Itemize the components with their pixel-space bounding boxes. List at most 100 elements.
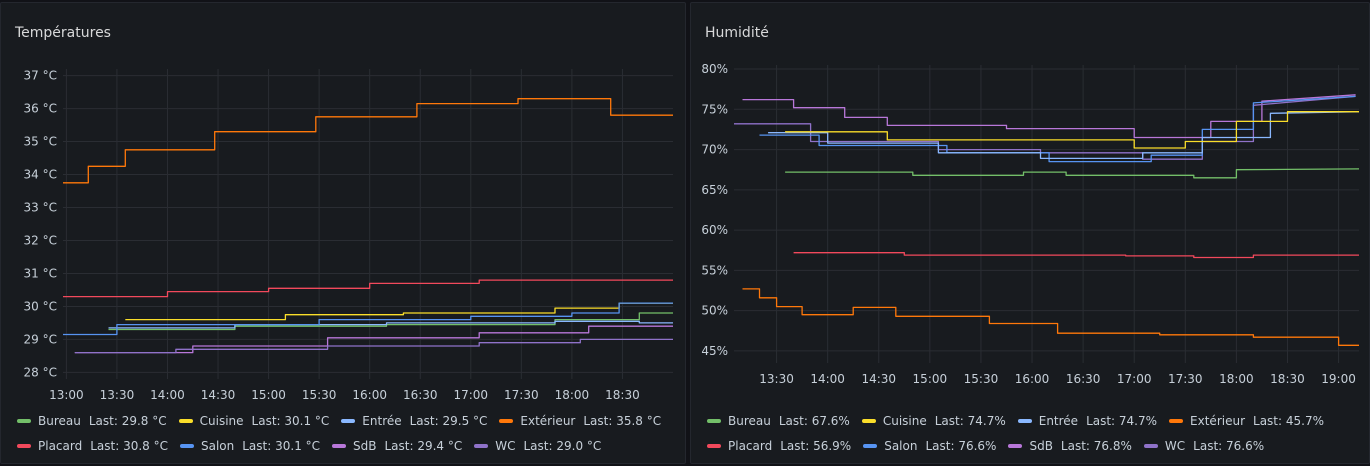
legend-series-name: SdB bbox=[1029, 439, 1053, 453]
legend-item[interactable]: WC Last: 29.0 °C bbox=[474, 439, 601, 453]
series-line-bureau bbox=[785, 168, 1360, 179]
series-line-cuisine bbox=[785, 111, 1359, 149]
legend-item[interactable]: Placard Last: 30.8 °C bbox=[17, 439, 168, 453]
legend-row: Bureau Last: 67.6% Cuisine Last: 74.7% Entré… bbox=[707, 412, 1336, 428]
legend-swatch bbox=[17, 444, 31, 448]
x-tick-label: 15:30 bbox=[964, 372, 999, 386]
series-line-salon bbox=[759, 95, 1356, 163]
legend-series-name: WC bbox=[1164, 439, 1186, 453]
legend-item[interactable]: Extérieur Last: 45.7% bbox=[1169, 414, 1324, 428]
legend-series-name: Salon bbox=[884, 439, 918, 453]
x-tick-label: 13:30 bbox=[100, 388, 135, 402]
legend-series-name: WC bbox=[495, 439, 516, 453]
x-tick-label: 16:00 bbox=[352, 388, 387, 402]
humidity-chart[interactable]: 45% 50% 55% 60% 65% 70% 75% 80% 13:30 14:00 14:30 1… bbox=[691, 3, 1370, 403]
panel-title: Humidité bbox=[705, 25, 769, 41]
x-tick-label: 17:00 bbox=[453, 388, 488, 402]
legend-last-value: Last: 30.1 °C bbox=[251, 414, 330, 428]
legend-last-value: Last: 67.6% bbox=[778, 414, 850, 428]
legend-series-name: Extérieur bbox=[520, 414, 576, 428]
legend-item[interactable]: Entrée Last: 29.5 °C bbox=[341, 414, 487, 428]
x-tick-label: 14:00 bbox=[810, 372, 845, 386]
x-tick-label: 15:00 bbox=[251, 388, 286, 402]
legend-last-value: Last: 56.9% bbox=[780, 439, 852, 453]
legend-swatch bbox=[474, 444, 489, 448]
legend-item[interactable]: Bureau Last: 67.6% bbox=[707, 414, 850, 428]
x-tick-label: 14:30 bbox=[201, 388, 236, 402]
legend-series-name: Bureau bbox=[38, 414, 81, 428]
series-line-exterieur bbox=[742, 288, 1359, 346]
y-tick-label: 80% bbox=[701, 62, 728, 76]
y-tick-label: 34 °C bbox=[24, 168, 57, 182]
y-tick-label: 37 °C bbox=[24, 69, 57, 83]
legend-last-value: Last: 29.4 °C bbox=[384, 439, 463, 453]
legend-last-value: Last: 76.6% bbox=[1193, 439, 1265, 453]
x-tick-label: 15:30 bbox=[302, 388, 337, 402]
x-tick-label: 15:00 bbox=[913, 372, 948, 386]
x-tick-label: 16:00 bbox=[1015, 372, 1050, 386]
legend-swatch bbox=[179, 444, 194, 448]
x-tick-label: 17:30 bbox=[1168, 372, 1203, 386]
x-tick-label: 17:30 bbox=[504, 388, 539, 402]
x-tick-label: 18:30 bbox=[1270, 372, 1305, 386]
y-tick-label: 35 °C bbox=[24, 135, 57, 149]
legend-item[interactable]: Salon Last: 76.6% bbox=[863, 439, 996, 453]
legend-series-name: Entrée bbox=[362, 414, 402, 428]
legend-swatch bbox=[707, 444, 721, 448]
humidity-legend: Bureau Last: 67.6% Cuisine Last: 74.7% Entré… bbox=[707, 412, 1336, 453]
legend-last-value: Last: 29.8 °C bbox=[88, 414, 167, 428]
legend-row: Placard Last: 56.9% Salon Last: 76.6% SdB Las… bbox=[707, 437, 1336, 453]
legend-last-value: Last: 76.8% bbox=[1060, 439, 1132, 453]
legend-item[interactable]: SdB Last: 76.8% bbox=[1008, 439, 1132, 453]
legend-item[interactable]: Placard Last: 56.9% bbox=[707, 439, 851, 453]
temperatures-panel: Températures 28 °C 29 °C 30 °C 31 °C 32 °C 33… bbox=[0, 2, 686, 464]
legend-item[interactable]: Bureau Last: 29.8 °C bbox=[17, 414, 167, 428]
legend-swatch bbox=[1017, 419, 1032, 423]
legend-item[interactable]: Extérieur Last: 35.8 °C bbox=[499, 414, 661, 428]
legend-series-name: SdB bbox=[353, 439, 377, 453]
y-tick-label: 33 °C bbox=[24, 201, 57, 215]
legend-swatch bbox=[178, 419, 193, 423]
x-tick-label: 13:00 bbox=[49, 388, 84, 402]
legend-series-name: Placard bbox=[728, 439, 773, 453]
x-tick-label: 18:00 bbox=[555, 388, 590, 402]
legend-series-name: Bureau bbox=[728, 414, 771, 428]
y-tick-label: 31 °C bbox=[24, 266, 57, 280]
temperatures-chart[interactable]: 28 °C 29 °C 30 °C 31 °C 32 °C 33 °C 34 °C 35 °C… bbox=[1, 3, 687, 403]
y-tick-label: 29 °C bbox=[24, 332, 57, 346]
y-tick-label: 65% bbox=[701, 183, 728, 197]
y-tick-label: 28 °C bbox=[24, 365, 57, 379]
series-line-placard bbox=[793, 252, 1359, 259]
x-tick-label: 17:00 bbox=[1117, 372, 1152, 386]
series-line-salon bbox=[63, 302, 673, 336]
legend-item[interactable]: Salon Last: 30.1 °C bbox=[179, 439, 320, 453]
legend-series-name: Entrée bbox=[1038, 414, 1079, 428]
humidity-panel: Humidité 45% 50% 55% 60% 65% 70% 75% 80% 13:30 14… bbox=[690, 2, 1370, 464]
series-line-exterieur bbox=[63, 98, 673, 184]
legend-last-value: Last: 29.5 °C bbox=[409, 414, 488, 428]
series-line-wc bbox=[74, 338, 673, 354]
y-tick-label: 45% bbox=[701, 344, 728, 358]
legend-item[interactable]: Entrée Last: 74.7% bbox=[1017, 414, 1157, 428]
legend-last-value: Last: 30.8 °C bbox=[90, 439, 168, 453]
x-tick-label: 18:00 bbox=[1219, 372, 1254, 386]
series-line-sdb bbox=[742, 94, 1356, 139]
legend-series-name: Cuisine bbox=[882, 414, 927, 428]
legend-item[interactable]: SdB Last: 29.4 °C bbox=[332, 439, 462, 453]
legend-swatch bbox=[1008, 444, 1023, 448]
legend-item[interactable]: WC Last: 76.6% bbox=[1143, 439, 1265, 453]
legend-swatch bbox=[17, 419, 31, 423]
legend-swatch bbox=[499, 419, 514, 423]
x-tick-label: 16:30 bbox=[403, 388, 438, 402]
series-line-entree bbox=[768, 111, 1360, 160]
x-tick-label: 16:30 bbox=[1066, 372, 1101, 386]
y-tick-label: 60% bbox=[701, 223, 728, 237]
legend-series-name: Cuisine bbox=[199, 414, 244, 428]
temperatures-legend: Bureau Last: 29.8 °C Cuisine Last: 30.1 °C E… bbox=[17, 412, 673, 453]
x-tick-label: 18:30 bbox=[605, 388, 640, 402]
legend-last-value: Last: 29.0 °C bbox=[523, 439, 602, 453]
legend-swatch bbox=[707, 419, 721, 423]
legend-item[interactable]: Cuisine Last: 30.1 °C bbox=[178, 414, 330, 428]
legend-item[interactable]: Cuisine Last: 74.7% bbox=[861, 414, 1006, 428]
